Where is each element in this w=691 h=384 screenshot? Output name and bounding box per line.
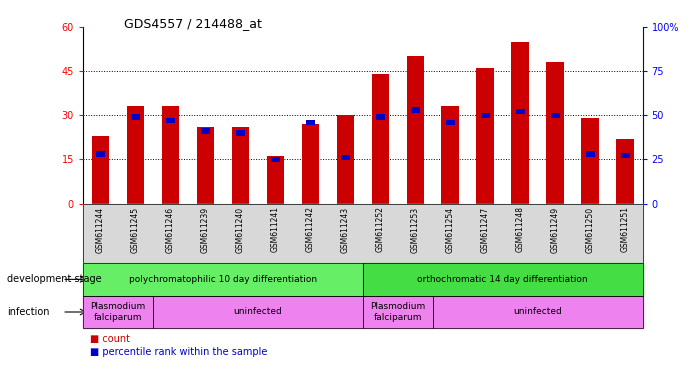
Text: GSM611244: GSM611244	[96, 207, 105, 253]
Bar	[586, 151, 594, 157]
Bar	[621, 153, 630, 159]
Text: GSM611240: GSM611240	[236, 207, 245, 253]
Text: Plasmodium
falciparum: Plasmodium falciparum	[370, 302, 426, 322]
Bar	[96, 151, 105, 157]
Text: Plasmodium
falciparum: Plasmodium falciparum	[91, 302, 146, 322]
Bar	[301, 124, 319, 204]
Bar	[166, 118, 175, 123]
Bar	[411, 107, 419, 113]
Bar	[337, 115, 354, 204]
Text: GSM611252: GSM611252	[376, 207, 385, 253]
Bar	[372, 74, 389, 204]
Text: uninfected: uninfected	[513, 308, 562, 316]
Text: GSM611243: GSM611243	[341, 207, 350, 253]
Text: GSM611250: GSM611250	[586, 207, 595, 253]
Bar	[231, 127, 249, 204]
Bar	[477, 68, 494, 204]
Bar	[376, 114, 385, 120]
Bar	[201, 128, 210, 134]
Text: GSM611254: GSM611254	[446, 207, 455, 253]
Bar	[481, 113, 490, 118]
Text: infection: infection	[7, 307, 50, 317]
Bar	[442, 106, 459, 204]
Bar	[92, 136, 109, 204]
Bar	[131, 114, 140, 120]
Bar	[162, 106, 179, 204]
Bar	[446, 120, 455, 125]
Bar	[551, 113, 560, 118]
Text: GSM611249: GSM611249	[551, 207, 560, 253]
Text: polychromatophilic 10 day differentiation: polychromatophilic 10 day differentiatio…	[129, 275, 317, 284]
Text: ■ percentile rank within the sample: ■ percentile rank within the sample	[90, 347, 267, 357]
Text: GSM611245: GSM611245	[131, 207, 140, 253]
Text: GSM611242: GSM611242	[306, 207, 315, 253]
Bar	[271, 157, 280, 162]
Text: GSM611251: GSM611251	[621, 207, 630, 253]
Bar	[306, 120, 314, 125]
Bar	[267, 156, 284, 204]
Bar	[126, 106, 144, 204]
Text: development stage: development stage	[7, 274, 102, 285]
Text: GDS4557 / 214488_at: GDS4557 / 214488_at	[124, 17, 263, 30]
Text: GSM611248: GSM611248	[515, 207, 524, 253]
Text: GSM611239: GSM611239	[201, 207, 210, 253]
Bar	[616, 139, 634, 204]
Text: GSM611246: GSM611246	[166, 207, 175, 253]
Bar	[197, 127, 214, 204]
Bar	[236, 130, 245, 136]
Bar	[547, 62, 564, 204]
Bar	[511, 41, 529, 204]
Text: orthochromatic 14 day differentiation: orthochromatic 14 day differentiation	[417, 275, 588, 284]
Text: GSM611253: GSM611253	[410, 207, 419, 253]
Text: ■ count: ■ count	[90, 334, 130, 344]
Bar	[341, 155, 350, 160]
Bar	[406, 56, 424, 204]
Bar	[515, 109, 524, 114]
Text: uninfected: uninfected	[234, 308, 282, 316]
Text: GSM611247: GSM611247	[481, 207, 490, 253]
Bar	[581, 118, 599, 204]
Text: GSM611241: GSM611241	[271, 207, 280, 253]
